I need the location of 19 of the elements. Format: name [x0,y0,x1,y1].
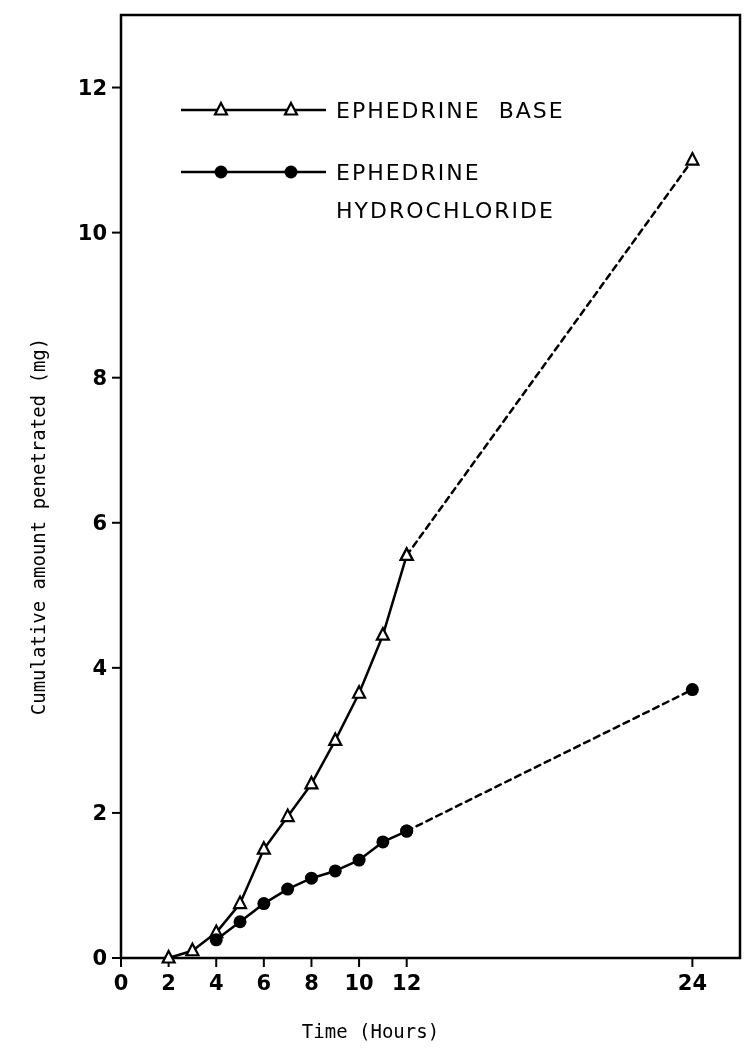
y-tick-label: 0 [92,946,107,971]
x-axis-title: Time (Hours) [301,1020,440,1042]
x-tick-label: 2 [161,971,176,995]
x-tick-label: 6 [256,971,272,995]
x-tick-label: 8 [304,971,319,995]
x-tick-label: 24 [677,971,707,995]
y-tick-label: 10 [77,220,107,245]
x-tick-label: 0 [113,971,129,995]
y-tick-label: 2 [92,801,107,826]
x-tick-label: 4 [208,971,224,995]
y-tick-label: 4 [92,656,107,681]
y-tick-label: 12 [77,75,107,100]
x-tick-label: 12 [392,971,422,995]
y-tick-label: 6 [92,511,107,536]
y-tick-label: 8 [92,366,107,391]
y-axis-title: Cumulative amount penetrated (mg) [27,337,49,716]
legend-label: EPHEDRINE HYDROCHLORIDE [336,159,555,224]
x-tick-label: 10 [344,971,374,995]
legend-label: EPHEDRINE BASE [336,97,565,123]
